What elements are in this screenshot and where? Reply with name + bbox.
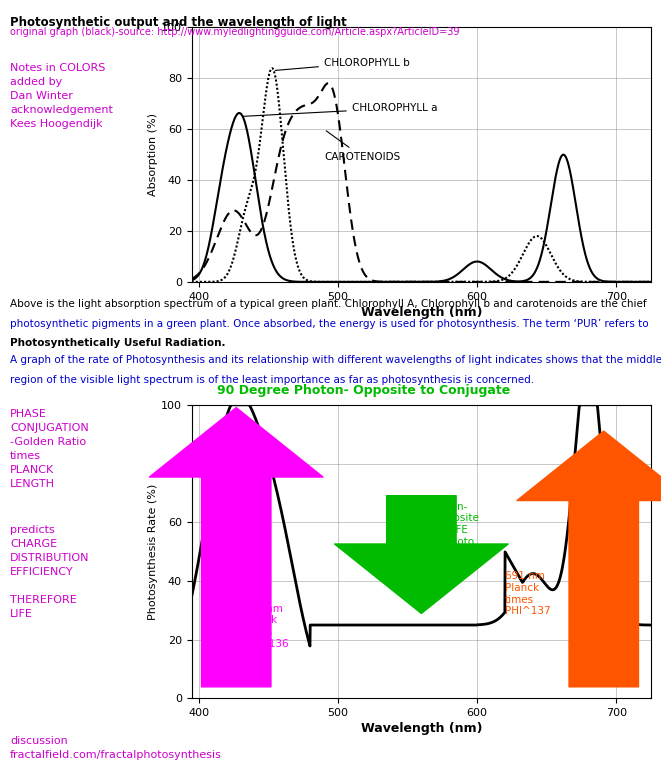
- Text: region of the visible light spectrum is of the least importance as far as photos: region of the visible light spectrum is …: [10, 375, 534, 385]
- Text: Photosynthetic output and the wavelength of light: Photosynthetic output and the wavelength…: [10, 16, 346, 29]
- Text: PHASE
CONJUGATION
-Golden Ratio
times
PLANCK
LENGTH: PHASE CONJUGATION -Golden Ratio times PL…: [10, 409, 89, 489]
- Text: A graph of the rate of Photosynthesis and its relationship with different wavele: A graph of the rate of Photosynthesis an…: [10, 355, 661, 366]
- Text: Notes in COLORS
added by
Dan Winter
acknowledgement
Kees Hoogendijk: Notes in COLORS added by Dan Winter ackn…: [10, 63, 113, 128]
- Text: 691 nm
Planck
times
PHI^137: 691 nm Planck times PHI^137: [505, 572, 551, 616]
- Text: 427 nm
Planck
times
PHI^136: 427 nm Planck times PHI^136: [243, 604, 289, 648]
- Y-axis label: Photosynthesis Rate (%): Photosynthesis Rate (%): [148, 483, 158, 620]
- Text: CHLOROPHYLL b: CHLOROPHYLL b: [275, 58, 410, 70]
- Text: CAROTENOIDS: CAROTENOIDS: [324, 131, 400, 162]
- Text: predicts
CHARGE
DISTRIBUTION
EFFICIENCY: predicts CHARGE DISTRIBUTION EFFICIENCY: [10, 525, 89, 576]
- Text: photosynthetic pigments in a green plant. Once absorbed, the energy is used for : photosynthetic pigments in a green plant…: [10, 319, 648, 329]
- Text: CHLOROPHYLL a: CHLOROPHYLL a: [243, 103, 438, 117]
- Text: Photosynthetically Useful Radiation.: Photosynthetically Useful Radiation.: [10, 338, 225, 348]
- X-axis label: Wavelength (nm): Wavelength (nm): [361, 723, 482, 735]
- Text: Green-
Opposite
to LIFE
& Photo
Synthesis: Green- Opposite to LIFE & Photo Synthesi…: [432, 502, 483, 558]
- X-axis label: Wavelength (nm): Wavelength (nm): [361, 306, 482, 319]
- Text: Above is the light absorption spectrum of a typical green plant. Chlorophyll A, : Above is the light absorption spectrum o…: [10, 299, 646, 309]
- Text: original graph (black)-source: http://www.myledlightingguide.com/Article.aspx?Ar: original graph (black)-source: http://ww…: [10, 27, 459, 37]
- Text: discussion
fractalfield.com/fractalphotosynthesis: discussion fractalfield.com/fractalphoto…: [10, 736, 222, 760]
- Text: THEREFORE
LIFE: THEREFORE LIFE: [10, 595, 77, 619]
- Text: 90 Degree Photon- Opposite to Conjugate: 90 Degree Photon- Opposite to Conjugate: [217, 384, 510, 397]
- Y-axis label: Absorption (%): Absorption (%): [148, 113, 158, 197]
